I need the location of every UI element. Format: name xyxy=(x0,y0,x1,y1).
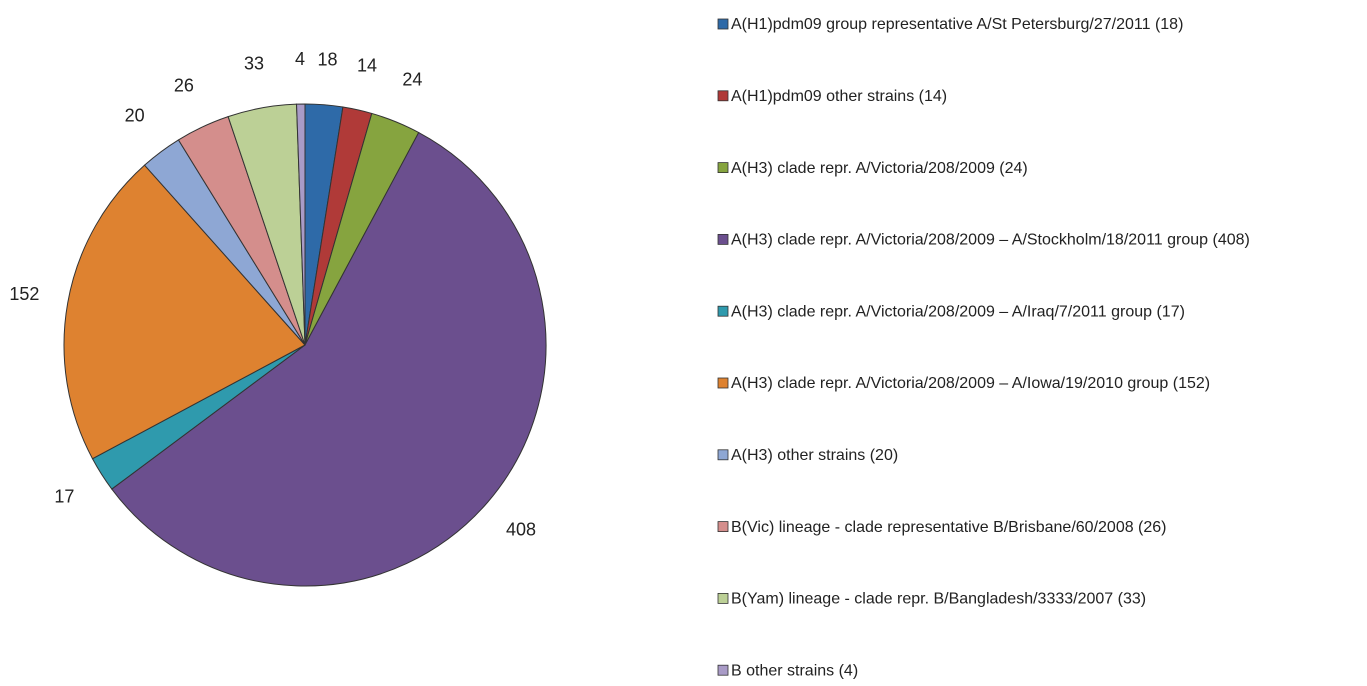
data-label: 24 xyxy=(402,70,422,90)
legend-swatch xyxy=(717,449,729,461)
legend-swatch xyxy=(717,521,729,532)
legend-swatch xyxy=(717,593,729,604)
legend-label: A(H1)pdm09 other strains (14) xyxy=(731,88,947,105)
legend-swatch xyxy=(717,18,729,30)
legend-swatch xyxy=(717,377,729,389)
legend-swatch xyxy=(717,305,729,317)
legend-label: B(Yam) lineage - clade repr. B/Banglades… xyxy=(731,591,1146,608)
legend-label: A(H3) other strains (20) xyxy=(731,447,898,464)
data-label: 14 xyxy=(357,56,377,76)
data-label: 152 xyxy=(9,284,39,304)
legend-label: A(H3) clade repr. A/Victoria/208/2009 – … xyxy=(731,375,1210,392)
pie-slice xyxy=(296,103,306,346)
pie-slice xyxy=(111,131,547,587)
data-label: 20 xyxy=(125,105,145,125)
data-label: 33 xyxy=(244,53,264,73)
legend-swatch xyxy=(717,162,729,174)
legend-swatch xyxy=(717,90,729,102)
data-label: 408 xyxy=(506,520,536,540)
data-label: 4 xyxy=(295,49,305,69)
legend-label: A(H3) clade repr. A/Victoria/208/2009 – … xyxy=(731,232,1250,249)
legend-swatch xyxy=(717,664,729,676)
pie-slice xyxy=(63,164,306,460)
data-label: 26 xyxy=(174,76,194,96)
data-label: 18 xyxy=(317,50,337,70)
data-label: 17 xyxy=(54,487,74,507)
legend-label: A(H3) clade repr. A/Victoria/208/2009 (2… xyxy=(731,160,1028,177)
legend-label: A(H1)pdm09 group representative A/St Pet… xyxy=(731,16,1183,33)
legend-label: B(Vic) lineage - clade representative B/… xyxy=(731,519,1167,536)
legend-swatch xyxy=(717,233,729,245)
legend-label: B other strains (4) xyxy=(731,662,858,679)
legend-label: A(H3) clade repr. A/Victoria/208/2009 – … xyxy=(731,303,1185,320)
